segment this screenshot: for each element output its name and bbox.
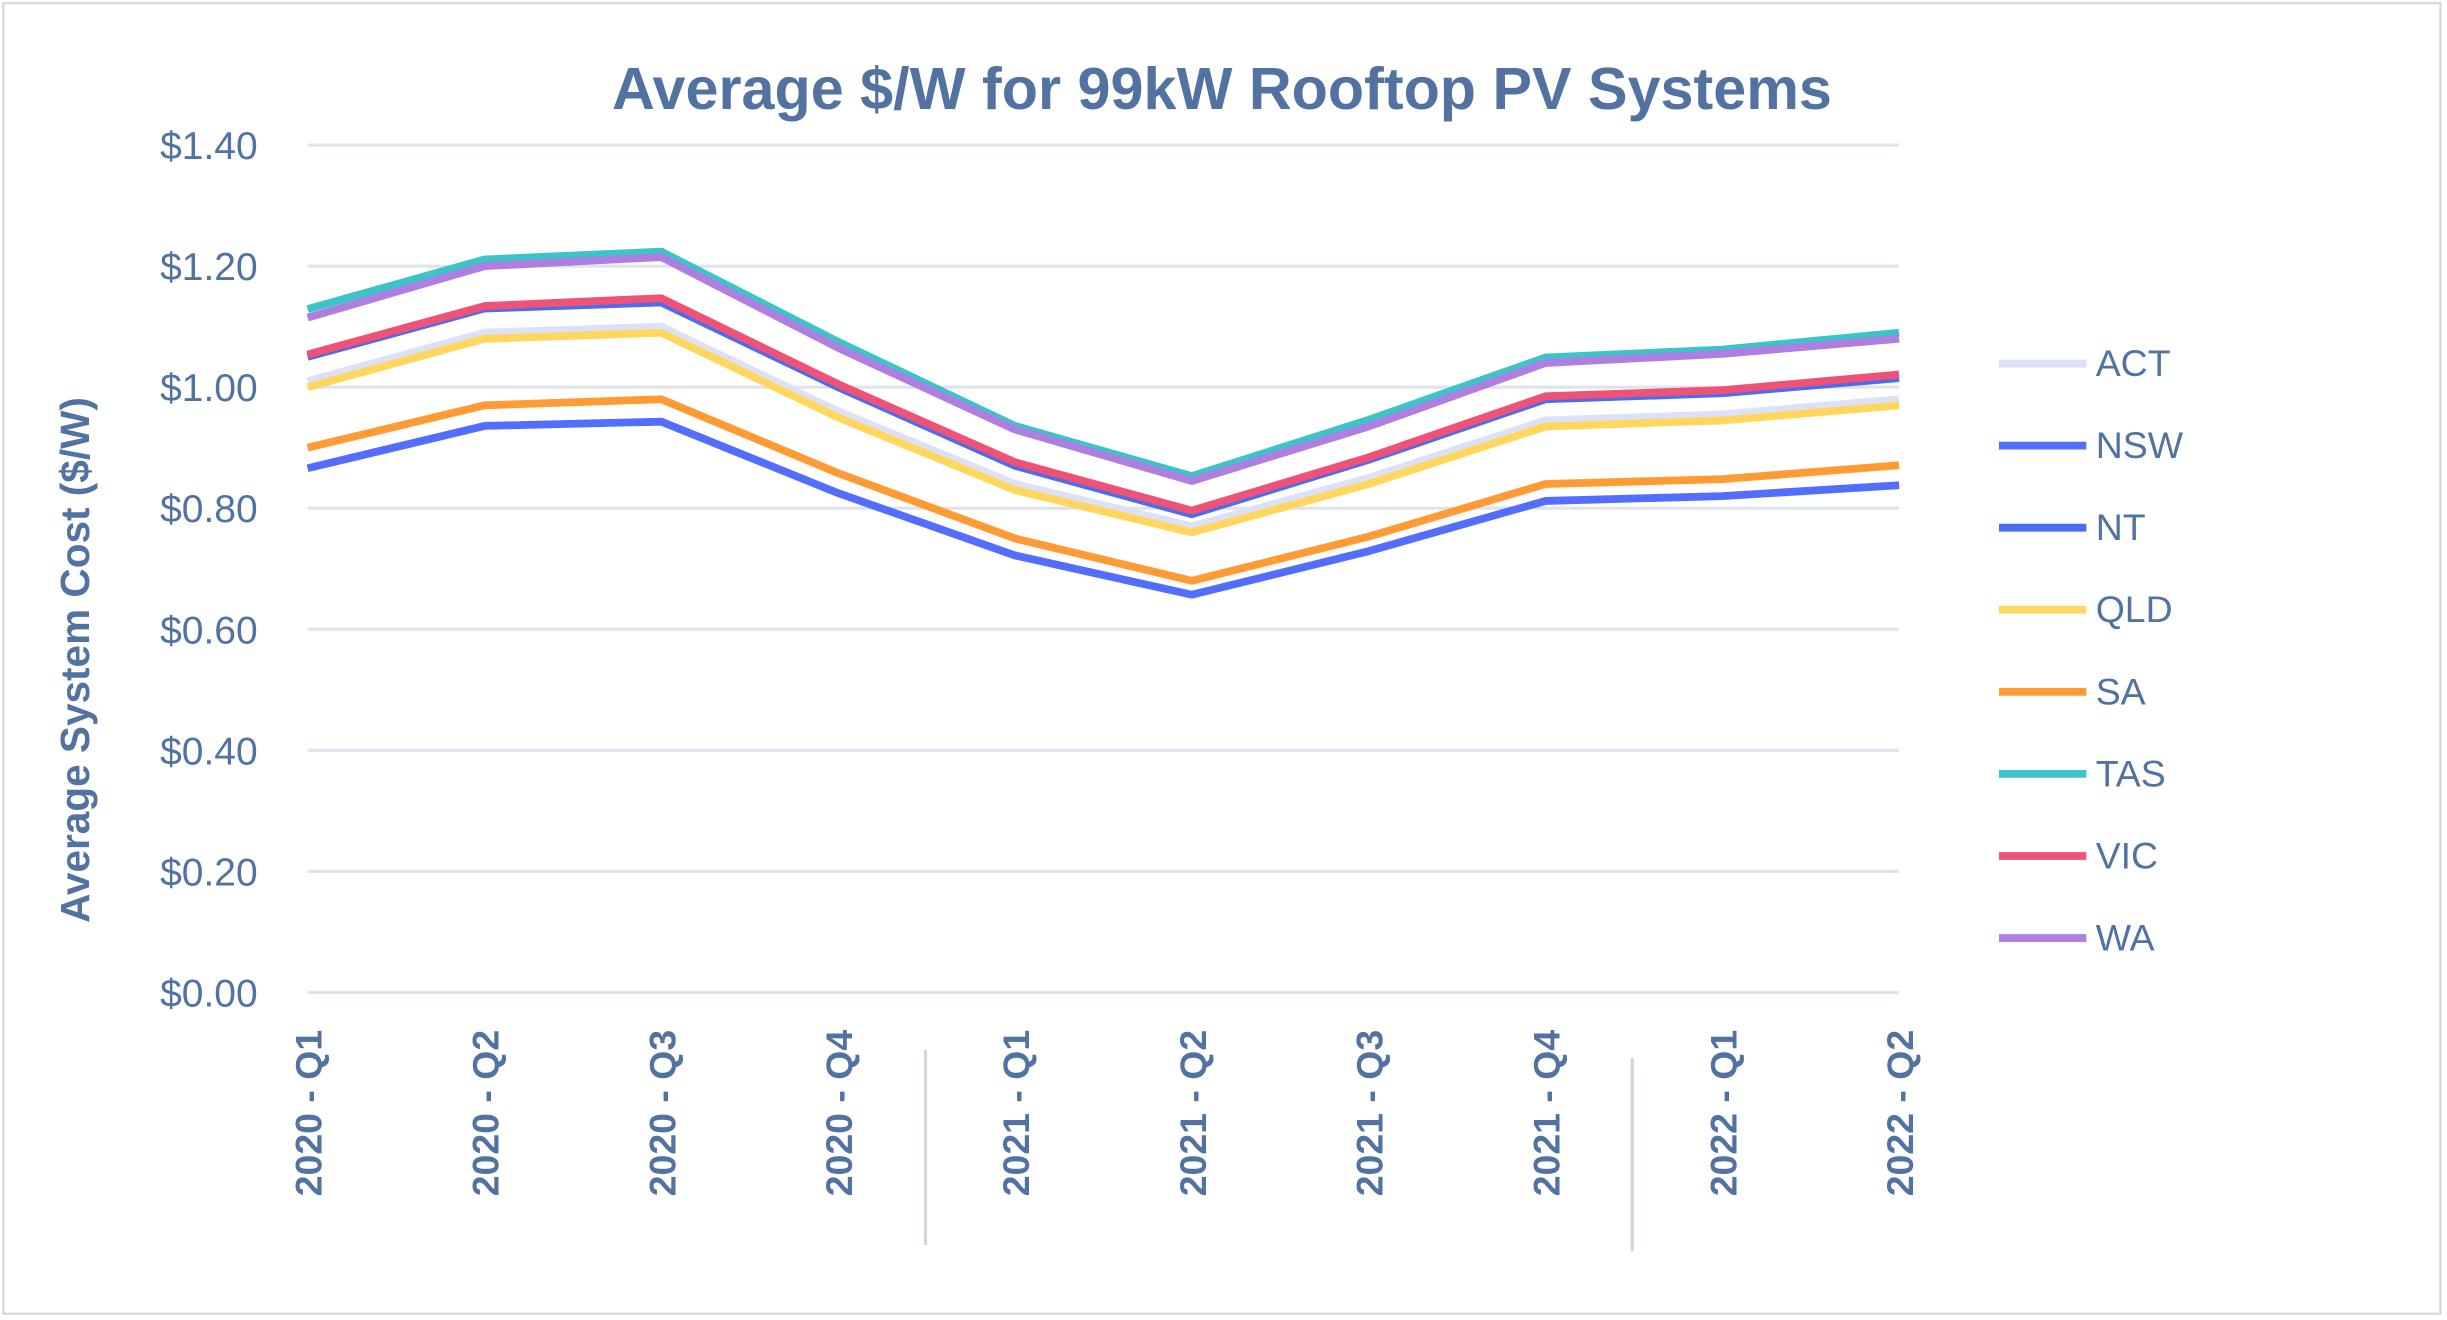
y-tick-label: $0.80: [160, 488, 258, 531]
legend-label: NT: [2096, 506, 2146, 548]
legend-label: QLD: [2096, 588, 2173, 630]
y-axis-label: Average System Cost ($/W): [52, 397, 98, 923]
series-line-qld: [306, 328, 1900, 537]
x-tick-label: 2021 - Q2: [1172, 1030, 1214, 1197]
x-tick-label: 2020 - Q3: [641, 1030, 683, 1197]
legend-label: WA: [2096, 917, 2155, 959]
y-tick-label: $0.00: [160, 972, 258, 1015]
series-line-sa: [306, 395, 1900, 585]
y-tick-label: $0.20: [160, 851, 258, 894]
series-line-wa: [306, 253, 1900, 485]
legend-label: ACT: [2096, 342, 2171, 384]
legend-item-wa: WA: [1998, 917, 2155, 959]
y-tick-label: $1.20: [160, 246, 258, 289]
y-tick-label: $1.00: [160, 367, 258, 410]
chart-title: Average $/W for 99kW Rooftop PV Systems: [612, 55, 1832, 122]
series-line-vic: [306, 294, 1900, 515]
legend-item-qld: QLD: [1998, 588, 2173, 630]
legend-label: SA: [2096, 670, 2146, 712]
x-tick-label: 2021 - Q3: [1349, 1030, 1391, 1197]
x-tick-label: 2020 - Q1: [288, 1030, 330, 1197]
series-line-act: [306, 322, 1900, 531]
legend-item-vic: VIC: [1998, 834, 2158, 876]
y-tick-label: $1.40: [160, 125, 258, 168]
legend-label: NSW: [2096, 424, 2184, 466]
x-tick-label: 2022 - Q2: [1879, 1030, 1921, 1197]
legend-item-nsw: NSW: [1998, 424, 2184, 466]
x-tick-label: 2021 - Q1: [995, 1030, 1037, 1197]
legend-item-act: ACT: [1998, 342, 2171, 384]
x-tick-label: 2022 - Q1: [1702, 1030, 1744, 1197]
legend-item-nt: NT: [1998, 506, 2146, 548]
series-line-nsw: [306, 417, 1900, 599]
y-tick-label: $0.60: [160, 609, 258, 652]
y-tick-label: $0.40: [160, 730, 258, 773]
series-line-tas: [306, 247, 1900, 481]
legend-label: VIC: [2096, 834, 2158, 876]
legend-item-tas: TAS: [1998, 752, 2166, 794]
x-tick-label: 2021 - Q4: [1525, 1030, 1567, 1197]
x-tick-label: 2020 - Q2: [464, 1030, 506, 1197]
x-tick-label: 2020 - Q4: [818, 1030, 860, 1197]
legend-item-sa: SA: [1998, 670, 2146, 712]
legend-label: TAS: [2096, 752, 2166, 794]
